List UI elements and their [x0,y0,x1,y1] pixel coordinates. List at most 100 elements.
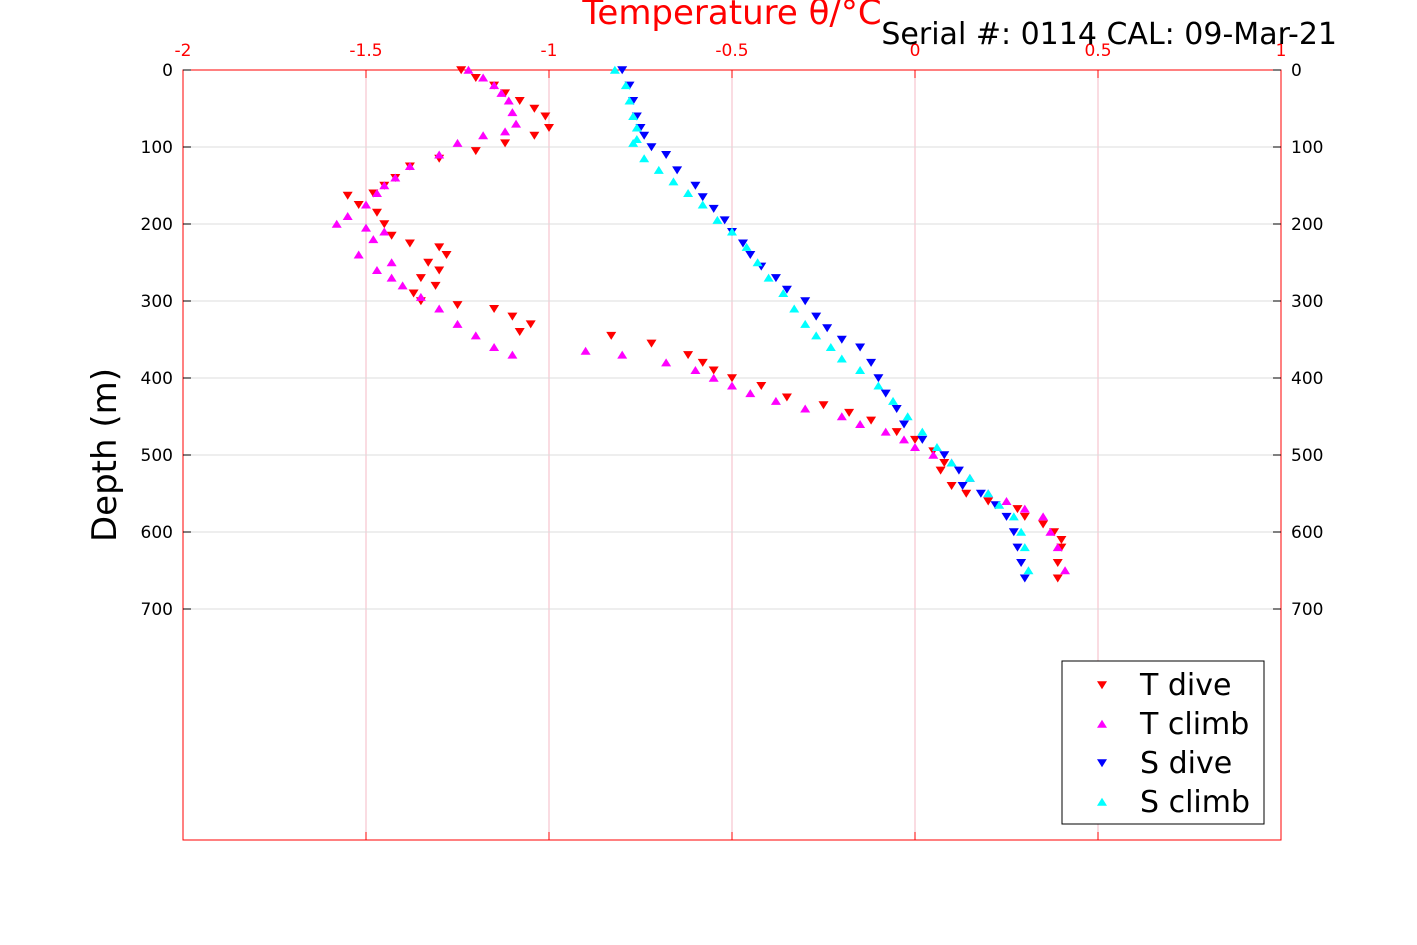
data-point [496,88,507,97]
data-point [1052,543,1063,552]
data-point [727,227,737,236]
data-point [489,304,500,313]
data-point [683,351,694,360]
data-point [1019,512,1030,521]
data-point [880,389,891,398]
data-point [379,220,390,229]
data-point [836,335,847,344]
y-axis-label: Depth (m) [85,368,125,542]
y-tick-label-right: 700 [1291,600,1323,620]
data-point [902,412,913,421]
data-point [353,250,364,259]
data-point [917,427,928,436]
data-point [928,450,939,459]
data-point [855,366,866,375]
data-point [404,162,415,170]
data-point [456,66,467,75]
data-point [379,181,390,190]
data-point [1045,527,1056,536]
legend-label: T climb [1139,707,1249,742]
data-point [917,435,928,444]
y-tick-label-right: 300 [1291,292,1323,312]
data-point [957,482,968,491]
data-point [741,242,752,251]
data-point [939,451,950,460]
data-point [708,204,719,213]
data-point [899,420,910,429]
data-point [737,239,748,248]
data-point [745,251,756,260]
grid [182,69,1282,840]
y-tick-label-right: 600 [1291,523,1323,543]
data-point [697,358,708,367]
legend-label: T dive [1139,668,1231,703]
data-point [434,304,445,313]
data-point [489,81,500,90]
data-point [1001,496,1012,505]
data-point [620,81,631,90]
data-point [935,466,946,475]
legend-item: T climb [1097,707,1249,742]
data-point [668,177,679,186]
data-point [529,104,540,113]
data-point [961,489,972,498]
x-tick-label: 1 [1276,41,1287,61]
data-point [891,428,902,437]
data-point [500,139,511,148]
data-point [617,66,628,75]
data-point [1052,559,1063,568]
legend: T dive T climb S dive S climb [1061,660,1265,825]
data-point [880,427,891,436]
y-tick-label-left: 100 [141,138,173,158]
data-point [580,346,591,355]
legend-label: S dive [1140,746,1232,781]
data-point [646,143,657,152]
y-tick-label-left: 500 [141,446,173,466]
data-point [529,131,540,140]
data-point [430,281,441,290]
data-point [946,482,957,491]
data-point [994,500,1005,509]
data-point [434,243,445,252]
data-point [800,404,811,413]
data-point [910,435,920,444]
legend-label: S climb [1140,785,1250,820]
data-series [331,65,1071,583]
data-point [866,416,877,425]
series-s-climb [609,65,1034,575]
x-tick-label: -1.5 [349,41,382,61]
data-point [822,324,833,333]
data-point [639,131,650,140]
series-t-dive [342,66,1067,583]
data-point [727,381,737,390]
data-point [661,150,672,159]
data-point [866,358,877,367]
data-point [697,193,708,202]
data-point [1019,543,1030,552]
data-point [342,191,353,200]
y-tick-label-left: 700 [141,600,173,620]
data-point [800,297,811,306]
data-point [500,127,511,136]
data-point [770,396,781,405]
data-point [514,328,525,337]
data-point [931,443,942,452]
legend-marker [1097,681,1107,690]
data-point [390,173,401,182]
data-point [811,331,822,340]
data-point [434,150,445,159]
data-point [628,138,639,147]
data-point [478,131,489,140]
data-point [628,111,639,120]
data-point [727,374,737,383]
data-point [756,381,767,390]
data-point [463,65,474,74]
data-point [434,266,445,275]
data-point [646,339,657,348]
data-point [478,73,489,82]
data-point [781,393,792,402]
x-tick-label: -1 [541,41,558,61]
data-point [690,181,701,190]
data-point [353,201,364,209]
